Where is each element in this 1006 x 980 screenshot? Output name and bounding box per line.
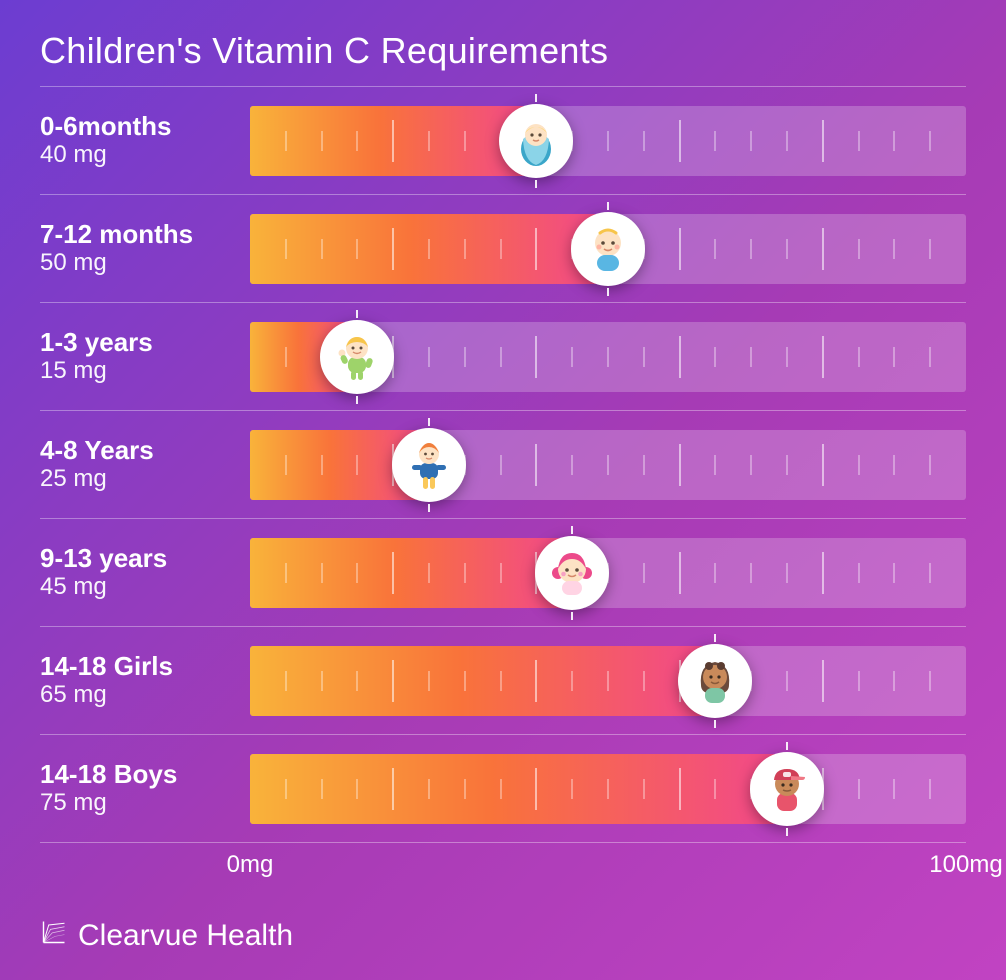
baby-sitting-icon (571, 212, 645, 286)
row-amount-label: 40 mg (40, 141, 240, 169)
teen-girl-icon (678, 644, 752, 718)
row-age-label: 9-13 years (40, 544, 240, 574)
row-bar-column (250, 646, 966, 716)
row-label-column: 14-18 Girls 65 mg (40, 652, 250, 710)
axis-max-label: 100mg (929, 851, 1002, 879)
data-row: 4-8 Years 25 mg (40, 411, 966, 519)
infant-swaddle-icon (499, 104, 573, 178)
row-label-column: 9-13 years 45 mg (40, 544, 250, 602)
data-row: 0-6months 40 mg (40, 87, 966, 195)
bar-track (250, 322, 966, 392)
bar-fill (250, 646, 715, 716)
data-row: 9-13 years 45 mg (40, 519, 966, 627)
bar-track (250, 754, 966, 824)
child-standing-icon (392, 428, 466, 502)
data-row: 14-18 Girls 65 mg (40, 627, 966, 735)
row-amount-label: 65 mg (40, 681, 240, 709)
girl-pigtails-icon (535, 536, 609, 610)
data-row: 14-18 Boys 75 mg (40, 735, 966, 843)
row-label-column: 14-18 Boys 75 mg (40, 760, 250, 818)
row-age-label: 14-18 Girls (40, 652, 240, 682)
clearvue-logo-icon (40, 918, 68, 954)
row-label-column: 7-12 months 50 mg (40, 220, 250, 278)
bar-track (250, 538, 966, 608)
row-age-label: 14-18 Boys (40, 760, 240, 790)
row-bar-column (250, 430, 966, 500)
bar-track (250, 430, 966, 500)
bar-fill (250, 538, 572, 608)
row-label-column: 0-6months 40 mg (40, 112, 250, 170)
row-age-label: 7-12 months (40, 220, 240, 250)
teen-boy-cap-icon (750, 752, 824, 826)
row-age-label: 4-8 Years (40, 436, 240, 466)
row-age-label: 1-3 years (40, 328, 240, 358)
chart-title: Children's Vitamin C Requirements (40, 30, 966, 72)
rows-container: 0-6months 40 mg 7-12 months 50 mg (40, 87, 966, 843)
row-bar-column (250, 754, 966, 824)
row-bar-column (250, 214, 966, 284)
bar-track (250, 646, 966, 716)
axis-min-label: 0mg (227, 851, 274, 879)
toddler-waving-icon (320, 320, 394, 394)
bar-fill (250, 754, 787, 824)
row-bar-column (250, 322, 966, 392)
row-bar-column (250, 538, 966, 608)
bar-track (250, 106, 966, 176)
axis-row: 0mg 100mg (40, 849, 966, 883)
bar-fill (250, 214, 608, 284)
row-label-column: 4-8 Years 25 mg (40, 436, 250, 494)
axis-bar-area: 0mg 100mg (250, 849, 966, 883)
brand: Clearvue Health (40, 918, 293, 954)
brand-name: Clearvue Health (78, 919, 293, 953)
row-amount-label: 15 mg (40, 357, 240, 385)
data-row: 1-3 years 15 mg (40, 303, 966, 411)
row-amount-label: 50 mg (40, 249, 240, 277)
chart-container: Children's Vitamin C Requirements 0-6mon… (0, 0, 1006, 980)
row-amount-label: 25 mg (40, 465, 240, 493)
row-amount-label: 75 mg (40, 789, 240, 817)
bar-fill (250, 106, 536, 176)
row-bar-column (250, 106, 966, 176)
row-amount-label: 45 mg (40, 573, 240, 601)
data-row: 7-12 months 50 mg (40, 195, 966, 303)
row-label-column: 1-3 years 15 mg (40, 328, 250, 386)
row-age-label: 0-6months (40, 112, 240, 142)
bar-track (250, 214, 966, 284)
